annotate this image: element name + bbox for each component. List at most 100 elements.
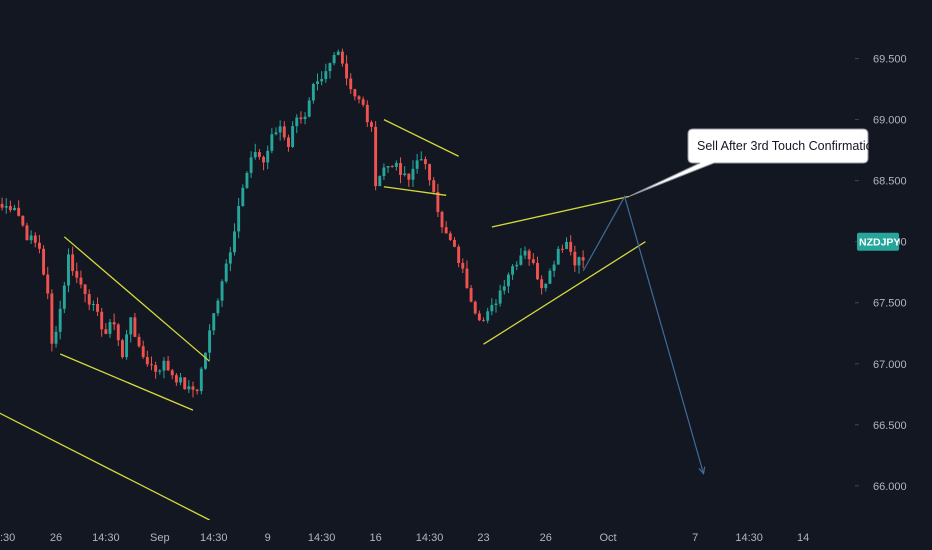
candle-body — [440, 211, 444, 228]
trendline — [0, 412, 210, 521]
candle-body — [307, 100, 311, 117]
price-tick-label: 67.500 — [873, 298, 907, 310]
time-axis[interactable]: :30 26 14:30 Sep 14:30 9 14:30 16 14:30 23 26 Oct 7 1… — [0, 520, 932, 550]
candle-body — [411, 168, 415, 180]
time-tick-label: 7 — [692, 532, 698, 544]
candle-body — [266, 150, 270, 163]
candle-body — [353, 89, 357, 97]
candle-body — [531, 259, 535, 263]
candle-body — [21, 215, 25, 226]
candle-body — [237, 206, 241, 232]
candle-body — [220, 281, 224, 301]
candle-body — [87, 294, 91, 305]
candle-body — [581, 257, 585, 261]
time-tick-label: Oct — [599, 532, 616, 544]
candle-body — [311, 83, 315, 101]
candle-body — [241, 187, 245, 207]
candle-body — [295, 117, 299, 127]
candle-body — [349, 78, 353, 90]
candle-body — [490, 305, 494, 312]
time-tick-label: 14:30 — [735, 532, 763, 544]
candle-body — [154, 365, 158, 372]
candle-body — [386, 166, 390, 168]
candle-body — [262, 156, 266, 163]
time-tick-label: 14 — [797, 532, 809, 544]
time-tick-label: 16 — [369, 532, 381, 544]
trendline — [383, 119, 459, 157]
candle-body — [332, 54, 336, 64]
callout-box — [628, 128, 869, 197]
candle-body — [170, 370, 174, 376]
candle-body — [274, 132, 278, 135]
projection-path — [582, 194, 705, 474]
price-tick-label: 67.000 — [873, 359, 907, 371]
candle-body — [42, 248, 46, 275]
candle-body — [278, 126, 282, 133]
candle-body — [270, 134, 274, 151]
candle-body — [208, 330, 212, 353]
price-tick-label: 66.500 — [873, 420, 907, 432]
callout-annotation[interactable]: Sell After 3rd Touch Confirmation — [628, 128, 880, 197]
candle-body — [527, 250, 531, 260]
time-tick-label: 14:30 — [308, 532, 336, 544]
candle-body — [249, 157, 253, 173]
candle-body — [253, 152, 257, 158]
candle-body — [540, 279, 544, 289]
candle-body — [378, 176, 382, 187]
candle-body — [457, 246, 461, 263]
candles — [0, 48, 585, 398]
price-tick-label: 66.000 — [873, 481, 907, 493]
candle-body — [174, 375, 178, 383]
candle-body — [233, 231, 236, 253]
candle-body — [365, 104, 369, 123]
candle-body — [565, 241, 568, 250]
candle-body — [216, 300, 220, 314]
candle-body — [519, 255, 523, 265]
candle-body — [203, 352, 207, 369]
candle-body — [419, 159, 423, 161]
price-axis[interactable]: 66.00066.50067.00067.50068.00068.50069.0… — [855, 54, 907, 493]
candle-body — [523, 250, 527, 256]
candle-body — [187, 386, 191, 390]
candle-body — [116, 324, 120, 341]
time-tick-label: 14:30 — [92, 532, 120, 544]
symbol-badge-bg — [857, 232, 899, 251]
candle-body — [37, 242, 41, 249]
projection-arrowhead — [698, 466, 706, 475]
time-tick-label: 26 — [540, 532, 552, 544]
candle-body — [469, 288, 473, 302]
candle-body — [560, 248, 564, 250]
candle-body — [162, 360, 166, 371]
candle-body — [444, 227, 448, 234]
candle-body — [394, 163, 398, 167]
time-tick-label: 14:30 — [416, 532, 444, 544]
candle-body — [316, 81, 319, 84]
candle-body — [328, 63, 332, 72]
candle-body — [515, 264, 519, 267]
candle-body — [13, 207, 16, 211]
candle-body — [423, 159, 427, 165]
candle-body — [374, 126, 378, 187]
candle-body — [195, 389, 199, 392]
candle-body — [291, 126, 295, 147]
candle-body — [179, 377, 182, 383]
candle-body — [137, 336, 141, 347]
candle-body — [0, 203, 4, 208]
candle-body — [17, 207, 21, 216]
candle-body — [183, 377, 187, 390]
candle-body — [320, 79, 324, 82]
candle-body — [548, 270, 552, 284]
trendline — [491, 195, 629, 228]
candle-body — [245, 172, 249, 188]
candle-body — [407, 173, 411, 180]
candle-body — [50, 293, 54, 344]
candle-body — [428, 164, 432, 181]
candle-body — [282, 126, 286, 138]
candle-body — [96, 304, 99, 312]
candle-body — [29, 235, 33, 241]
candle-body — [133, 317, 137, 337]
callout-text: Sell After 3rd Touch Confirmation — [697, 139, 880, 153]
candle-body — [336, 51, 340, 55]
